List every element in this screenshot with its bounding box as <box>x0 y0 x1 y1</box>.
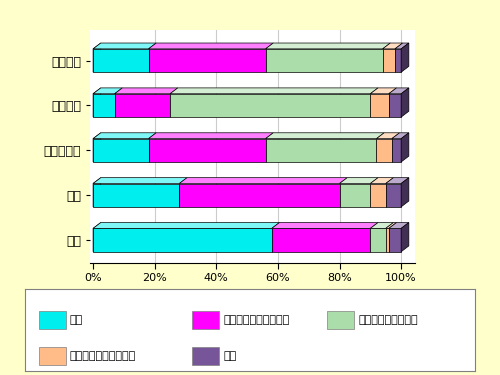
FancyBboxPatch shape <box>392 139 401 162</box>
Polygon shape <box>401 178 409 207</box>
Text: 満足: 満足 <box>70 315 83 325</box>
Text: どちらかといえば不満: どちらかといえば不満 <box>70 351 136 361</box>
Polygon shape <box>386 222 396 228</box>
FancyBboxPatch shape <box>382 49 395 72</box>
Polygon shape <box>93 222 280 228</box>
FancyBboxPatch shape <box>266 49 382 72</box>
FancyBboxPatch shape <box>93 183 180 207</box>
Text: どちらかといえば満足: どちらかといえば満足 <box>223 315 289 325</box>
FancyBboxPatch shape <box>93 49 148 72</box>
FancyBboxPatch shape <box>340 183 370 207</box>
Polygon shape <box>93 222 101 252</box>
Polygon shape <box>389 222 409 228</box>
Polygon shape <box>370 222 394 228</box>
Polygon shape <box>148 133 274 139</box>
Polygon shape <box>148 43 274 49</box>
Polygon shape <box>93 133 156 139</box>
Polygon shape <box>93 88 122 94</box>
FancyBboxPatch shape <box>370 183 386 207</box>
Polygon shape <box>93 178 101 207</box>
Polygon shape <box>382 43 402 49</box>
FancyBboxPatch shape <box>266 139 376 162</box>
FancyBboxPatch shape <box>180 183 340 207</box>
FancyBboxPatch shape <box>272 228 370 252</box>
FancyBboxPatch shape <box>148 49 266 72</box>
Polygon shape <box>266 43 390 49</box>
Polygon shape <box>93 178 187 183</box>
FancyBboxPatch shape <box>170 94 370 117</box>
Polygon shape <box>401 222 409 252</box>
Polygon shape <box>370 178 394 183</box>
FancyBboxPatch shape <box>114 94 170 117</box>
Polygon shape <box>114 88 178 94</box>
Polygon shape <box>392 133 409 139</box>
Polygon shape <box>389 88 409 94</box>
FancyBboxPatch shape <box>38 311 66 329</box>
Polygon shape <box>272 222 378 228</box>
FancyBboxPatch shape <box>192 347 218 366</box>
Polygon shape <box>93 133 101 162</box>
FancyBboxPatch shape <box>148 139 266 162</box>
Text: 不満: 不満 <box>223 351 236 361</box>
Text: どちらともいえない: どちらともいえない <box>358 315 418 325</box>
Polygon shape <box>401 133 409 162</box>
Polygon shape <box>93 43 101 72</box>
FancyBboxPatch shape <box>386 228 389 252</box>
Polygon shape <box>395 43 409 49</box>
Polygon shape <box>370 88 396 94</box>
FancyBboxPatch shape <box>370 228 386 252</box>
Polygon shape <box>340 178 378 183</box>
Polygon shape <box>93 43 156 49</box>
FancyBboxPatch shape <box>192 311 218 329</box>
FancyBboxPatch shape <box>93 139 148 162</box>
Polygon shape <box>93 88 101 117</box>
FancyBboxPatch shape <box>389 228 401 252</box>
FancyBboxPatch shape <box>93 94 114 117</box>
FancyBboxPatch shape <box>370 94 389 117</box>
Polygon shape <box>266 133 384 139</box>
FancyBboxPatch shape <box>376 139 392 162</box>
FancyBboxPatch shape <box>389 94 401 117</box>
Polygon shape <box>401 43 409 72</box>
FancyBboxPatch shape <box>326 311 353 329</box>
Polygon shape <box>401 88 409 117</box>
Polygon shape <box>180 178 347 183</box>
Polygon shape <box>170 88 378 94</box>
FancyBboxPatch shape <box>38 347 66 366</box>
FancyBboxPatch shape <box>386 183 401 207</box>
Polygon shape <box>386 178 409 183</box>
FancyBboxPatch shape <box>93 228 272 252</box>
Polygon shape <box>376 133 400 139</box>
FancyBboxPatch shape <box>395 49 401 72</box>
